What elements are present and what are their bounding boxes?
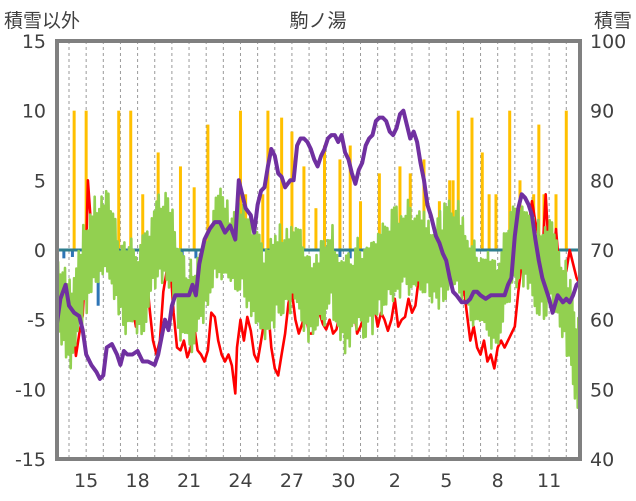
plot-frame	[55, 39, 582, 461]
bar-0-43	[564, 110, 568, 251]
x-tick-label: 27	[280, 470, 304, 492]
bar-0-22	[338, 159, 342, 250]
left-tick-label: 10	[22, 101, 46, 123]
x-tick-label: 2	[389, 470, 401, 492]
bar-0-5	[141, 194, 145, 250]
bar-1-20	[348, 250, 352, 259]
bar-0-17	[280, 117, 284, 250]
left-tick-label: 0	[34, 240, 46, 262]
right-tick-label: 80	[590, 170, 614, 192]
left-tick-label: 15	[22, 31, 46, 53]
bar-0-10	[206, 124, 210, 250]
bar-0-36	[494, 194, 498, 250]
bar-0-19	[302, 166, 306, 250]
series-line-2	[55, 108, 582, 381]
left-tick-label: -5	[27, 310, 46, 332]
bar-0-26	[398, 166, 402, 250]
data-lines	[55, 108, 582, 409]
bar-0-35	[487, 194, 491, 250]
bar-0-16	[266, 110, 270, 251]
right-tick-label: 50	[590, 379, 614, 401]
bar-0-25	[377, 173, 381, 250]
right-tick-label: 100	[590, 31, 626, 53]
bar-0-18	[290, 131, 294, 250]
x-tick-label: 8	[492, 470, 504, 492]
gridlines	[68, 41, 567, 459]
bar-0-32	[456, 110, 460, 251]
bar-0-31	[451, 180, 455, 250]
bar-1-11	[194, 250, 198, 259]
x-tick-label: 24	[228, 470, 252, 492]
left-tick-label: 5	[34, 170, 46, 192]
bar-0-34	[480, 152, 484, 250]
x-tick-label: 21	[177, 470, 201, 492]
x-tick-label: 30	[331, 470, 355, 492]
bar-1-19	[338, 250, 342, 257]
right-tick-label: 90	[590, 101, 614, 123]
left-tick-label: -15	[15, 449, 46, 471]
bar-0-8	[178, 166, 182, 250]
bar-0-40	[537, 124, 541, 250]
x-tick-label: 11	[537, 470, 561, 492]
bar-0-28	[422, 159, 426, 250]
left-axis-title: 積雪以外	[4, 10, 80, 32]
bar-0-20	[314, 208, 318, 250]
bar-0-33	[470, 117, 474, 250]
bar-0-4	[129, 110, 133, 251]
left-tick-label: -10	[15, 379, 46, 401]
bar-0-42	[554, 194, 558, 250]
right-tick-label: 70	[590, 240, 614, 262]
bar-0-0	[72, 110, 76, 251]
bar-1-0	[62, 250, 66, 259]
bar-0-1	[84, 110, 88, 251]
right-axis-title: 積雪	[594, 10, 632, 32]
chart-title: 駒ノ湯	[289, 10, 346, 32]
bar-0-24	[359, 201, 363, 250]
bar-0-21	[323, 145, 327, 250]
x-tick-label: 18	[125, 470, 149, 492]
x-tick-label: 15	[74, 470, 98, 492]
right-tick-label: 40	[590, 449, 614, 471]
bar-0-3	[117, 110, 121, 251]
series-line-1	[55, 187, 582, 409]
bar-0-15	[261, 194, 265, 250]
right-tick-label: 60	[590, 310, 614, 332]
bar-0-37	[508, 110, 512, 251]
bar-1-1	[70, 250, 74, 257]
bar-0-23	[348, 145, 352, 250]
bar-0-9	[192, 187, 196, 250]
axis-labels: 積雪以外 駒ノ湯 積雪 151050-5-10-1510090807060504…	[4, 10, 632, 492]
x-tick-label: 5	[440, 470, 452, 492]
